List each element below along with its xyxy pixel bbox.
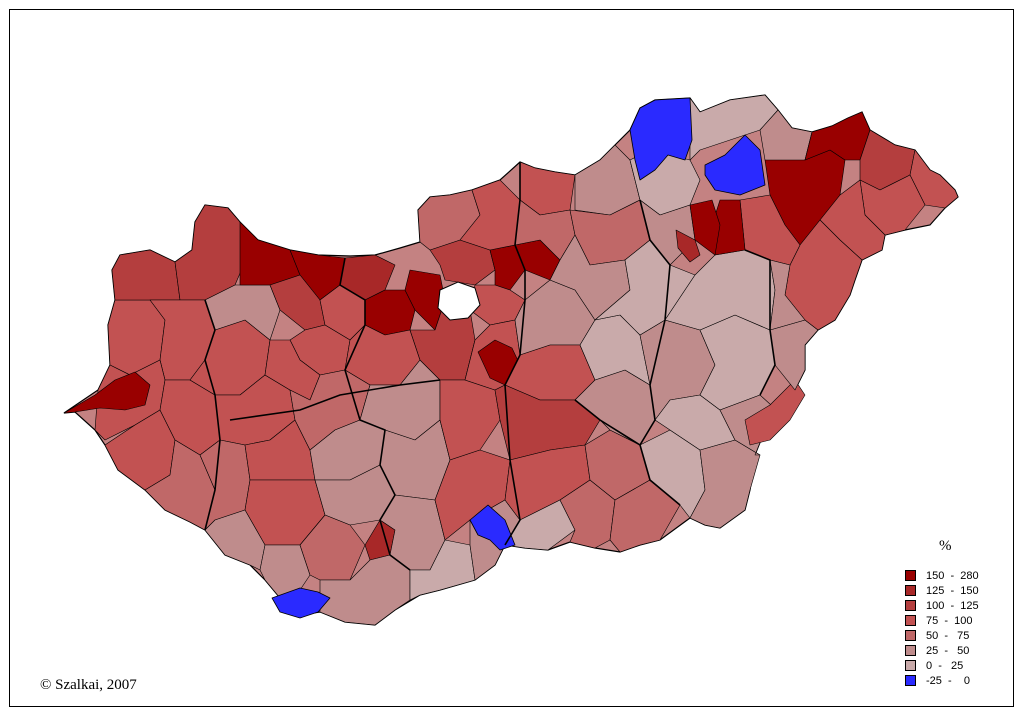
legend-swatch <box>905 570 916 581</box>
legend-swatch <box>905 660 916 671</box>
budapest-area <box>437 281 481 321</box>
legend-row: -25 - 0 <box>905 673 995 688</box>
region-sw-dark <box>63 371 151 414</box>
legend-row: 25 - 50 <box>905 643 995 658</box>
legend-row: 125 - 150 <box>905 583 995 598</box>
region-ne2 <box>804 111 871 161</box>
region-blue-n2 <box>704 134 766 196</box>
region-c5 <box>299 514 366 581</box>
legend-label: 150 - 280 <box>926 569 979 582</box>
credit-text: © Szalkai, 2007 <box>40 677 137 693</box>
legend-label: 75 - 100 <box>926 614 973 627</box>
county-border-6 <box>229 379 441 421</box>
legend-row: 0 - 25 <box>905 658 995 673</box>
legend-row: 75 - 100 <box>905 613 995 628</box>
region-ce17 <box>744 379 806 446</box>
legend-title: % <box>939 538 952 554</box>
region-ne10 <box>689 199 721 256</box>
legend-label: 0 - 25 <box>926 659 964 672</box>
county-border-4 <box>639 199 681 506</box>
legend-swatch <box>905 600 916 611</box>
county-border-3 <box>504 162 526 546</box>
legend-label: 125 - 150 <box>926 584 979 597</box>
legend-swatch <box>905 675 916 686</box>
county-border-7 <box>574 399 641 446</box>
region-ce3 <box>494 384 601 461</box>
region-ne11 <box>675 229 701 263</box>
region-blue-s1 <box>469 504 516 551</box>
legend-label: 25 - 50 <box>926 644 970 657</box>
legend-label: -25 - 0 <box>926 674 971 687</box>
legend-row: 100 - 125 <box>905 598 995 613</box>
region-nw5 <box>364 289 416 336</box>
legend-swatch <box>905 615 916 626</box>
legend-swatch <box>905 630 916 641</box>
legend-row: 50 - 75 <box>905 628 995 643</box>
county-border-5 <box>744 249 776 396</box>
legend-label: 50 - 75 <box>926 629 970 642</box>
region-blue-s2 <box>271 587 331 619</box>
legend: % 150 - 280 125 - 150 100 - 125 75 - 100 50 … <box>905 538 995 688</box>
county-border-2 <box>339 257 411 571</box>
legend-label: 100 - 125 <box>926 599 979 612</box>
legend-row: 150 - 280 <box>905 568 995 583</box>
region-nw1 <box>239 221 301 286</box>
county-border-1 <box>204 299 221 531</box>
region-w2 <box>111 249 181 301</box>
legend-swatch <box>905 645 916 656</box>
region-ne12 <box>769 259 806 331</box>
legend-rows: 150 - 280 125 - 150 100 - 125 75 - 100 50 - … <box>905 568 995 688</box>
region-blue-n1 <box>629 97 693 181</box>
region-n2 <box>459 179 521 251</box>
legend-swatch <box>905 585 916 596</box>
